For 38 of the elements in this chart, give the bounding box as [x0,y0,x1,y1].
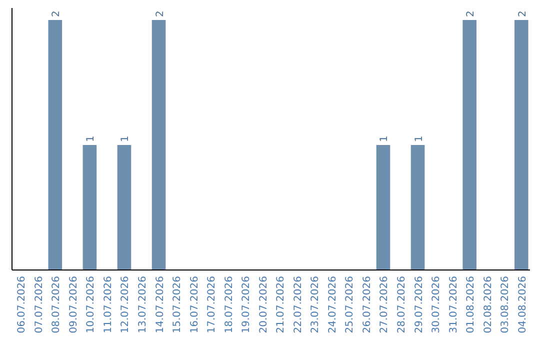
x-tick-label: 27.07.2026 [379,276,390,334]
x-tick-label: 02.08.2026 [482,276,494,334]
data-label: 1 [414,136,425,142]
data-label: 2 [154,10,166,17]
x-tick-label: 11.07.2026 [102,276,114,334]
data-label: 2 [466,10,477,17]
x-tick-label: 15.07.2026 [172,276,184,334]
x-tick-label: 08.07.2026 [51,276,62,334]
x-tick-label: 12.07.2026 [120,276,132,334]
data-label: 2 [517,10,528,17]
x-tick-label: 14.07.2026 [154,276,166,334]
x-tick-label: 26.07.2026 [362,276,373,334]
data-label: 1 [86,136,97,142]
x-tick-label: 25.07.2026 [344,276,356,334]
x-tick-label: 04.08.2026 [517,276,528,334]
x-tick-label: 18.07.2026 [224,276,235,334]
data-label: 1 [379,136,390,142]
x-tick-label: 16.07.2026 [189,276,200,334]
x-tick-label: 29.07.2026 [414,276,425,334]
x-tick-label: 17.07.2026 [206,276,218,334]
x-tick-label: 30.07.2026 [431,276,442,334]
x-tick-label: 23.07.2026 [310,276,322,334]
x-tick-label: 01.08.2026 [466,276,477,334]
data-label: 2 [51,10,62,17]
x-tick-label: 13.07.2026 [138,276,148,334]
x-tick-label: 09.07.2026 [68,276,80,334]
data-label: 1 [120,136,132,142]
x-tick-label: 06.07.2026 [16,276,28,334]
x-tick-label: 24.07.2026 [327,276,338,334]
x-tick-label: 10.07.2026 [86,276,97,334]
x-tick-label: 03.08.2026 [500,276,512,334]
x-tick-label: 22.07.2026 [292,276,304,334]
x-tick-label: 19.07.2026 [241,276,252,334]
x-tick-label: 07.07.2026 [34,276,45,334]
x-tick-label: 28.07.2026 [396,276,408,334]
x-tick-label: 21.07.2026 [276,276,287,334]
x-tick-label: 31.07.2026 [448,276,460,334]
x-tick-label: 20.07.2026 [258,276,270,334]
